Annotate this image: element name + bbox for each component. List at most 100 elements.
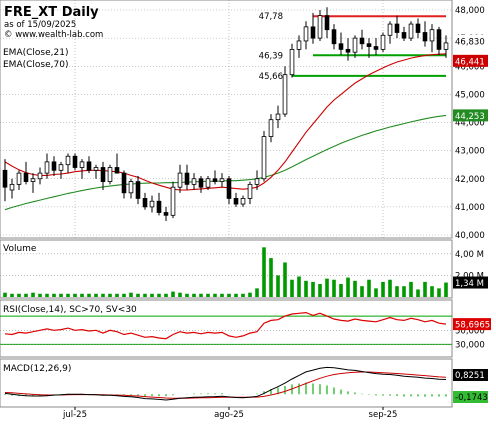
- candle-body: [226, 178, 232, 199]
- candle-body: [44, 161, 50, 174]
- candle-body: [422, 32, 428, 42]
- volume-bar: [31, 292, 35, 297]
- volume-bar: [171, 291, 175, 297]
- volume-axis: 4,00 M 2,00 M1,34 M: [0, 250, 488, 289]
- last-close-label-box: [453, 34, 488, 47]
- last-rsi-box: [453, 318, 491, 331]
- volume-bar: [388, 279, 392, 297]
- legend-ema70: EMA(Close,70): [3, 60, 68, 70]
- volume-bar: [185, 293, 189, 297]
- ema70-path: [4, 114, 447, 211]
- candle-body: [261, 136, 267, 180]
- candle-body: [79, 161, 85, 168]
- volume-bar: [360, 286, 364, 297]
- candle-body: [233, 198, 239, 205]
- volume-bar: [80, 293, 84, 297]
- candle-body: [37, 172, 43, 180]
- macd-panel: 0,8251 -0,1743 MACD(12,26,9): [0, 358, 488, 408]
- volume-bar: [346, 277, 350, 297]
- rsi-panel: 50,000 30,000 58,6965 RSI(Close,14), SC>70…: [0, 299, 491, 358]
- candle-body: [86, 161, 92, 171]
- price-tick-label: 43,000: [455, 147, 485, 157]
- candle-body: [149, 200, 155, 208]
- last-volume-label: 1,34 M: [455, 279, 484, 289]
- candle-body: [9, 183, 15, 191]
- candle-body: [436, 29, 442, 50]
- volume-bar: [66, 293, 70, 297]
- macd-path: [4, 366, 447, 401]
- volume-bar: [24, 293, 28, 297]
- volume-bar: [73, 293, 77, 297]
- candle-body: [380, 34, 386, 50]
- volume-bar: [108, 293, 112, 297]
- candle-body: [331, 29, 337, 45]
- candle-body: [128, 181, 134, 194]
- x-tick-label: jul-25: [62, 410, 87, 420]
- rsi-tick-label: 50,000: [455, 326, 485, 336]
- volume-bar: [10, 293, 14, 297]
- volume-bar: [395, 286, 399, 297]
- candle-body: [212, 178, 218, 182]
- price-annotation: 46,39: [259, 51, 283, 61]
- volume-bar: [318, 284, 322, 297]
- price-panel: 48,00047,00046,00045,00044,00043,00042,0…: [0, 0, 488, 241]
- candle-body: [121, 172, 127, 194]
- volume-bar: [136, 293, 140, 297]
- candle-body: [324, 15, 330, 31]
- candle-body: [184, 172, 190, 185]
- last-macd-box: [453, 369, 488, 381]
- chart-title: FRE_XT Daily: [4, 5, 99, 20]
- last-ema70-label-box: [453, 109, 488, 122]
- candle-body: [352, 37, 358, 53]
- volume-bar: [283, 262, 287, 297]
- price-annotation: 47,78: [259, 12, 283, 22]
- volume-bar: [234, 293, 238, 297]
- price-annotations: 48,54 47,78 46,39 45,66: [231, 0, 283, 82]
- volume-bar: [206, 293, 210, 297]
- candle-body: [2, 169, 8, 188]
- x-axis: jul-25 ago-25 sep-25: [62, 407, 397, 420]
- last-signal-box: [453, 391, 488, 403]
- volume-bar: [269, 258, 273, 297]
- volume-bar: [227, 293, 231, 297]
- volume-bar: [38, 293, 42, 297]
- volume-bar: [297, 276, 301, 297]
- ema21-line: [4, 53, 447, 191]
- volume-bar: [129, 292, 133, 297]
- candle-body: [254, 178, 260, 185]
- volume-bar: [402, 286, 406, 297]
- x-tick-label: ago-25: [214, 410, 244, 420]
- volume-bar: [178, 292, 182, 297]
- volume-bar: [45, 293, 49, 297]
- price-tick-label: 48,000: [455, 6, 485, 16]
- volume-bar: [311, 281, 315, 297]
- volume-bar: [52, 293, 56, 297]
- price-tick-label: 46,000: [455, 62, 485, 72]
- candle-body: [240, 198, 246, 205]
- volume-bar: [423, 281, 427, 297]
- price-tick-label: 41,000: [455, 203, 485, 213]
- volume-bar: [276, 275, 280, 297]
- candle-body: [359, 37, 365, 45]
- candle-body: [51, 161, 57, 171]
- candle-body: [93, 167, 99, 171]
- candle-body: [156, 200, 162, 213]
- candle-body: [268, 119, 274, 137]
- candle-body: [275, 113, 281, 121]
- candle-body: [58, 164, 64, 171]
- candle-body: [415, 23, 421, 33]
- volume-bar: [59, 293, 63, 297]
- price-annotation: 48,54: [231, 0, 255, 1]
- source-credit: © www.wealth-lab.com: [4, 30, 103, 40]
- volume-bar: [304, 280, 308, 297]
- last-close-label: 46,830: [455, 37, 485, 47]
- last-signal-label: -0,1743: [455, 393, 488, 403]
- rsi-label: RSI(Close,14), SC>70, SV<30: [3, 305, 137, 315]
- candle-body: [163, 212, 169, 216]
- volume-tick-label: 4,00 M: [455, 250, 484, 260]
- volume-bar: [220, 293, 224, 297]
- candle-body: [296, 40, 302, 50]
- candle-body: [394, 23, 400, 33]
- candle-body: [408, 23, 414, 39]
- candle-body: [282, 74, 288, 115]
